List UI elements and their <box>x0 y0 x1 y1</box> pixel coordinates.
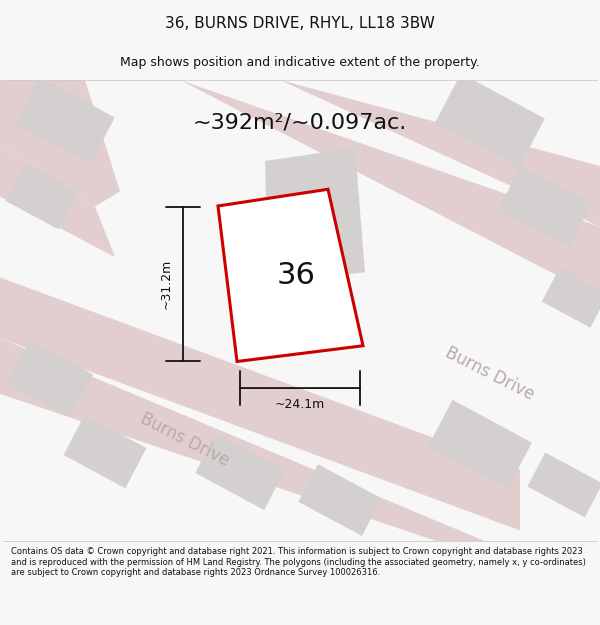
Text: Map shows position and indicative extent of the property.: Map shows position and indicative extent… <box>120 56 480 69</box>
Polygon shape <box>499 166 592 247</box>
Polygon shape <box>542 268 600 328</box>
Polygon shape <box>0 278 520 531</box>
Polygon shape <box>298 464 382 536</box>
Text: Burns Drive: Burns Drive <box>137 409 233 469</box>
Polygon shape <box>0 146 115 257</box>
Polygon shape <box>5 163 79 229</box>
Text: ~392m²/~0.097ac.: ~392m²/~0.097ac. <box>193 112 407 132</box>
Polygon shape <box>0 80 120 206</box>
Polygon shape <box>0 338 520 556</box>
Polygon shape <box>64 415 146 488</box>
Text: 36: 36 <box>277 261 316 290</box>
Polygon shape <box>265 148 365 282</box>
Polygon shape <box>435 73 545 168</box>
Text: ~31.2m: ~31.2m <box>160 259 173 309</box>
Text: Burns Drive: Burns Drive <box>442 343 538 404</box>
Polygon shape <box>180 80 600 298</box>
Text: Contains OS data © Crown copyright and database right 2021. This information is : Contains OS data © Crown copyright and d… <box>11 548 586 577</box>
Polygon shape <box>15 77 115 164</box>
Text: ~24.1m: ~24.1m <box>275 398 325 411</box>
Polygon shape <box>7 340 93 418</box>
Text: 36, BURNS DRIVE, RHYL, LL18 3BW: 36, BURNS DRIVE, RHYL, LL18 3BW <box>165 16 435 31</box>
Polygon shape <box>527 452 600 518</box>
Polygon shape <box>218 189 363 361</box>
Polygon shape <box>195 434 285 510</box>
Polygon shape <box>280 80 600 227</box>
Polygon shape <box>428 400 532 489</box>
